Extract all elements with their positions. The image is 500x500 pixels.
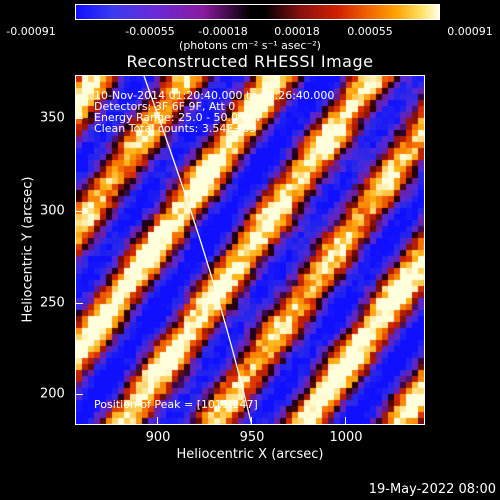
colorbar-tick: 0.00018 [274, 25, 320, 38]
colorbar [75, 4, 440, 20]
y-tickmark [75, 394, 83, 395]
x-tick-label: 900 [145, 430, 171, 445]
x-tickmark [251, 417, 252, 425]
x-tick-label: 1000 [329, 430, 363, 445]
annotation-detectors: Detectors: 3F 6F 9F, Att 0 [94, 100, 236, 113]
colorbar-units: (photons cm⁻² s⁻¹ asec⁻²) [179, 39, 321, 52]
colorbar-tick: 0.00091 [447, 25, 493, 38]
colorbar-tick: -0.00091 [6, 25, 56, 38]
colorbar-tick: 0.00055 [347, 25, 393, 38]
annotation-energy: Energy Range: 25.0 - 50.0 keV [94, 111, 262, 124]
x-tick-label: 950 [239, 430, 265, 445]
heatmap-image [76, 76, 424, 424]
annotation-peak: Position of Peak = [1011,247] [94, 398, 258, 411]
x-tickmark [157, 417, 158, 425]
y-tickmark [75, 211, 83, 212]
annotation-clean: Clean Total counts: 3.54E+03 [94, 122, 257, 135]
x-tickmark [345, 417, 346, 425]
plot-area: 10-Nov-2014 01:20:40.000 to 01:26:40.000… [75, 75, 425, 425]
footer-timestamp: 19-May-2022 08:00 [368, 482, 496, 497]
y-axis-label: Heliocentric Y (arcsec) [20, 176, 36, 323]
y-tick-label: 300 [40, 203, 65, 219]
x-axis-label: Heliocentric X (arcsec) [176, 447, 324, 462]
y-tickmark [75, 303, 83, 304]
y-tickmark [75, 118, 83, 119]
solar-limb-curve [143, 76, 253, 424]
colorbar-tick: -0.00055 [125, 25, 175, 38]
chart-title: Reconstructed RHESSI Image [126, 52, 374, 71]
annotation-time-range: 10-Nov-2014 01:20:40.000 to 01:26:40.000 [94, 89, 335, 102]
y-tick-label: 350 [40, 110, 65, 126]
y-tick-label: 200 [40, 386, 65, 402]
y-tick-label: 250 [40, 295, 65, 311]
colorbar-tick: -0.00018 [198, 25, 248, 38]
